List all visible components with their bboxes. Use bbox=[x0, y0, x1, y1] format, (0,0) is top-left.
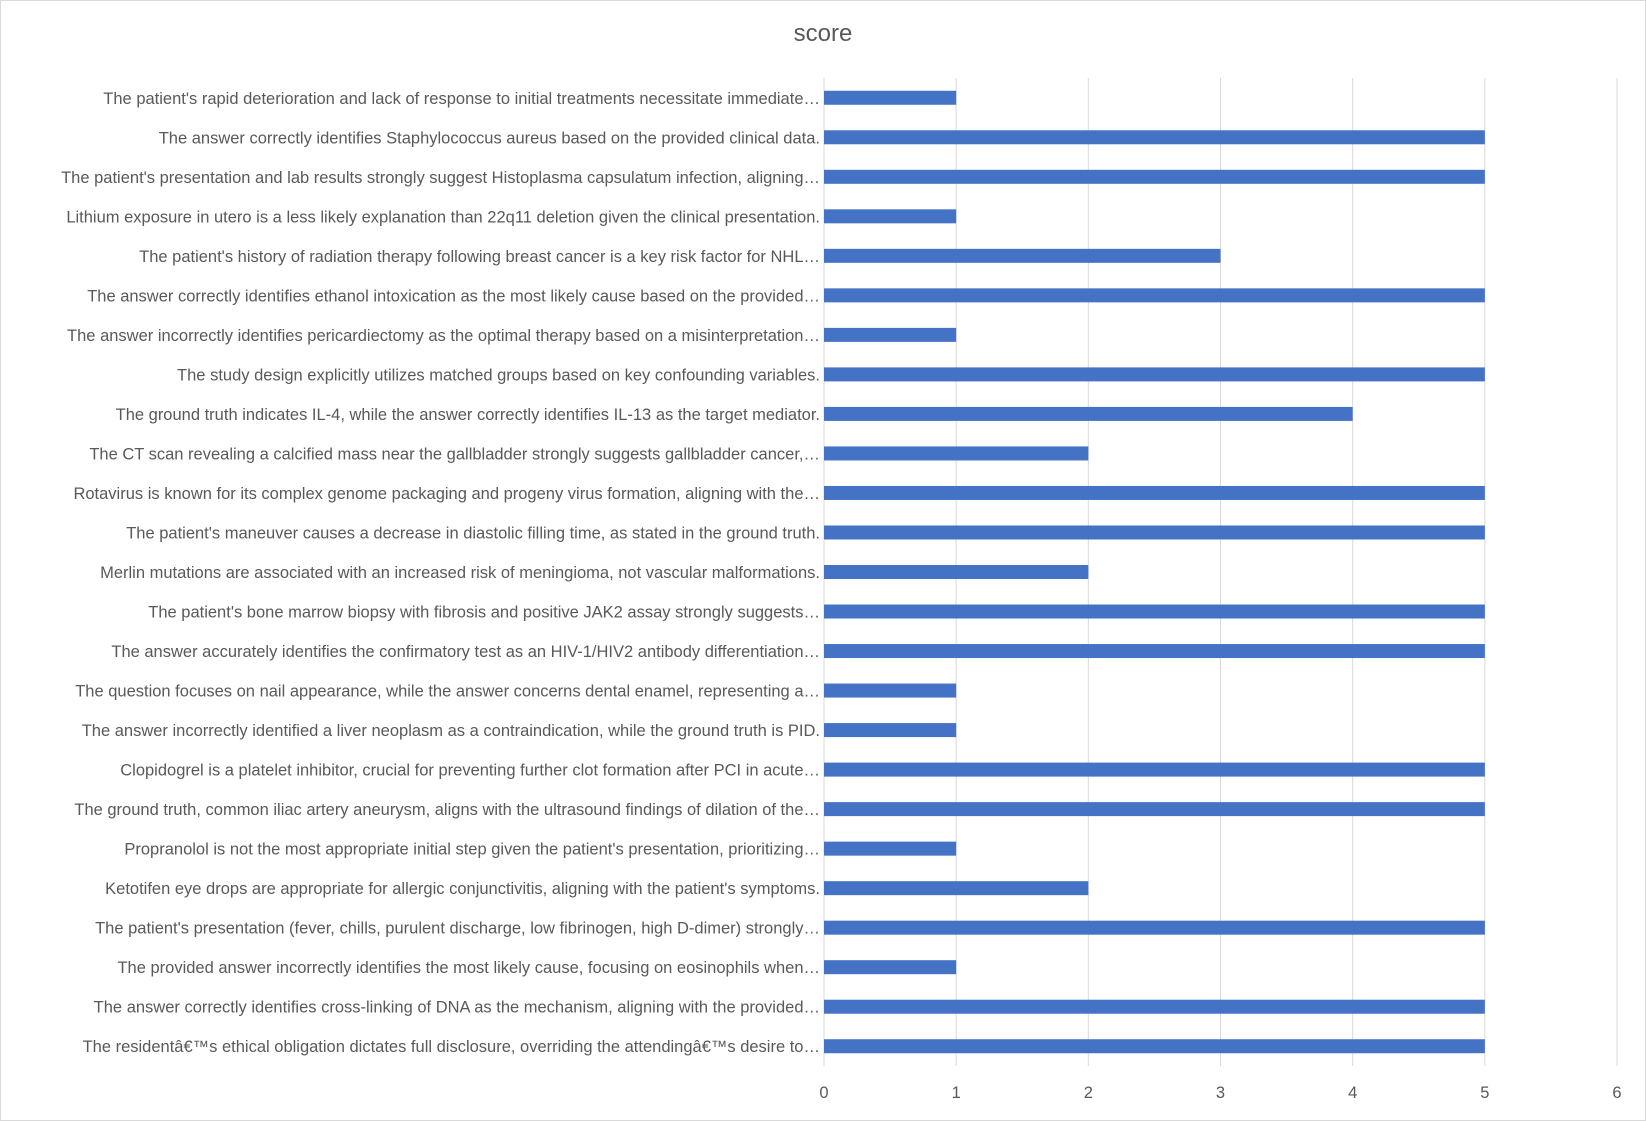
x-tick-label: 2 bbox=[1084, 1084, 1093, 1102]
bar bbox=[824, 604, 1485, 619]
bar bbox=[824, 881, 1089, 896]
category-label: The ground truth, common iliac artery an… bbox=[74, 801, 820, 819]
category-label: The provided answer incorrectly identifi… bbox=[117, 959, 820, 977]
category-label: The CT scan revealing a calcified mass n… bbox=[89, 445, 820, 463]
category-labels: The patient's rapid deterioration and la… bbox=[61, 90, 820, 1056]
bar bbox=[824, 960, 957, 975]
x-tick-label: 3 bbox=[1216, 1084, 1225, 1102]
bar bbox=[824, 723, 957, 738]
bar bbox=[824, 248, 1221, 263]
bars bbox=[824, 90, 1485, 1054]
x-axis-tick-labels: 0 1 2 3 4 5 6 bbox=[819, 1084, 1621, 1102]
bar bbox=[824, 485, 1485, 500]
category-label: The answer incorrectly identified a live… bbox=[82, 722, 820, 740]
category-label: Ketotifen eye drops are appropriate for … bbox=[105, 880, 820, 898]
x-tick-label: 0 bbox=[819, 1084, 828, 1102]
category-label: The question focuses on nail appearance,… bbox=[75, 683, 820, 701]
bar bbox=[824, 209, 957, 224]
category-label: The answer correctly identifies Staphylo… bbox=[159, 129, 820, 147]
x-tick-label: 1 bbox=[952, 1084, 961, 1102]
x-tick-label: 4 bbox=[1348, 1084, 1357, 1102]
bar bbox=[824, 920, 1485, 935]
category-label: The answer correctly identifies cross-li… bbox=[94, 999, 820, 1017]
category-label: The answer accurately identifies the con… bbox=[111, 643, 820, 661]
category-label: Propranolol is not the most appropriate … bbox=[124, 841, 820, 859]
category-label: Merlin mutations are associated with an … bbox=[100, 564, 820, 582]
category-label: The answer correctly identifies ethanol … bbox=[87, 287, 820, 305]
category-label: Clopidogrel is a platelet inhibitor, cru… bbox=[120, 762, 820, 780]
bar bbox=[824, 169, 1485, 184]
category-label: Lithium exposure in utero is a less like… bbox=[66, 208, 820, 226]
bar bbox=[824, 130, 1485, 145]
bar bbox=[824, 90, 957, 105]
category-label: The answer incorrectly identifies perica… bbox=[67, 327, 820, 345]
bar bbox=[824, 802, 1485, 817]
category-label: Rotavirus is known for its complex genom… bbox=[73, 485, 820, 503]
category-label: The study design explicitly utilizes mat… bbox=[177, 366, 820, 384]
category-label: The patient's history of radiation thera… bbox=[139, 248, 820, 266]
bar bbox=[824, 841, 957, 856]
category-label: The residentâ€™s ethical obligation dict… bbox=[83, 1038, 820, 1056]
x-tick-label: 6 bbox=[1612, 1084, 1621, 1102]
chart-title: score bbox=[793, 20, 853, 47]
bar bbox=[824, 999, 1485, 1014]
category-label: The patient's bone marrow biopsy with fi… bbox=[148, 604, 820, 622]
bar bbox=[824, 565, 1089, 579]
bar bbox=[824, 406, 1353, 421]
bar bbox=[824, 525, 1485, 540]
bar bbox=[824, 683, 957, 698]
bar bbox=[824, 446, 1089, 461]
bar bbox=[824, 644, 1485, 659]
bar bbox=[824, 367, 1485, 382]
x-tick-label: 5 bbox=[1480, 1084, 1489, 1102]
category-label: The ground truth indicates IL-4, while t… bbox=[116, 406, 820, 424]
category-label: The patient's maneuver causes a decrease… bbox=[126, 524, 820, 542]
bar bbox=[824, 1039, 1485, 1054]
bar bbox=[824, 288, 1485, 303]
bar bbox=[824, 762, 1485, 777]
bar bbox=[824, 327, 957, 342]
category-label: The patient's rapid deterioration and la… bbox=[103, 90, 820, 108]
category-label: The patient's presentation and lab resul… bbox=[61, 169, 820, 187]
category-label: The patient's presentation (fever, chill… bbox=[95, 920, 820, 938]
